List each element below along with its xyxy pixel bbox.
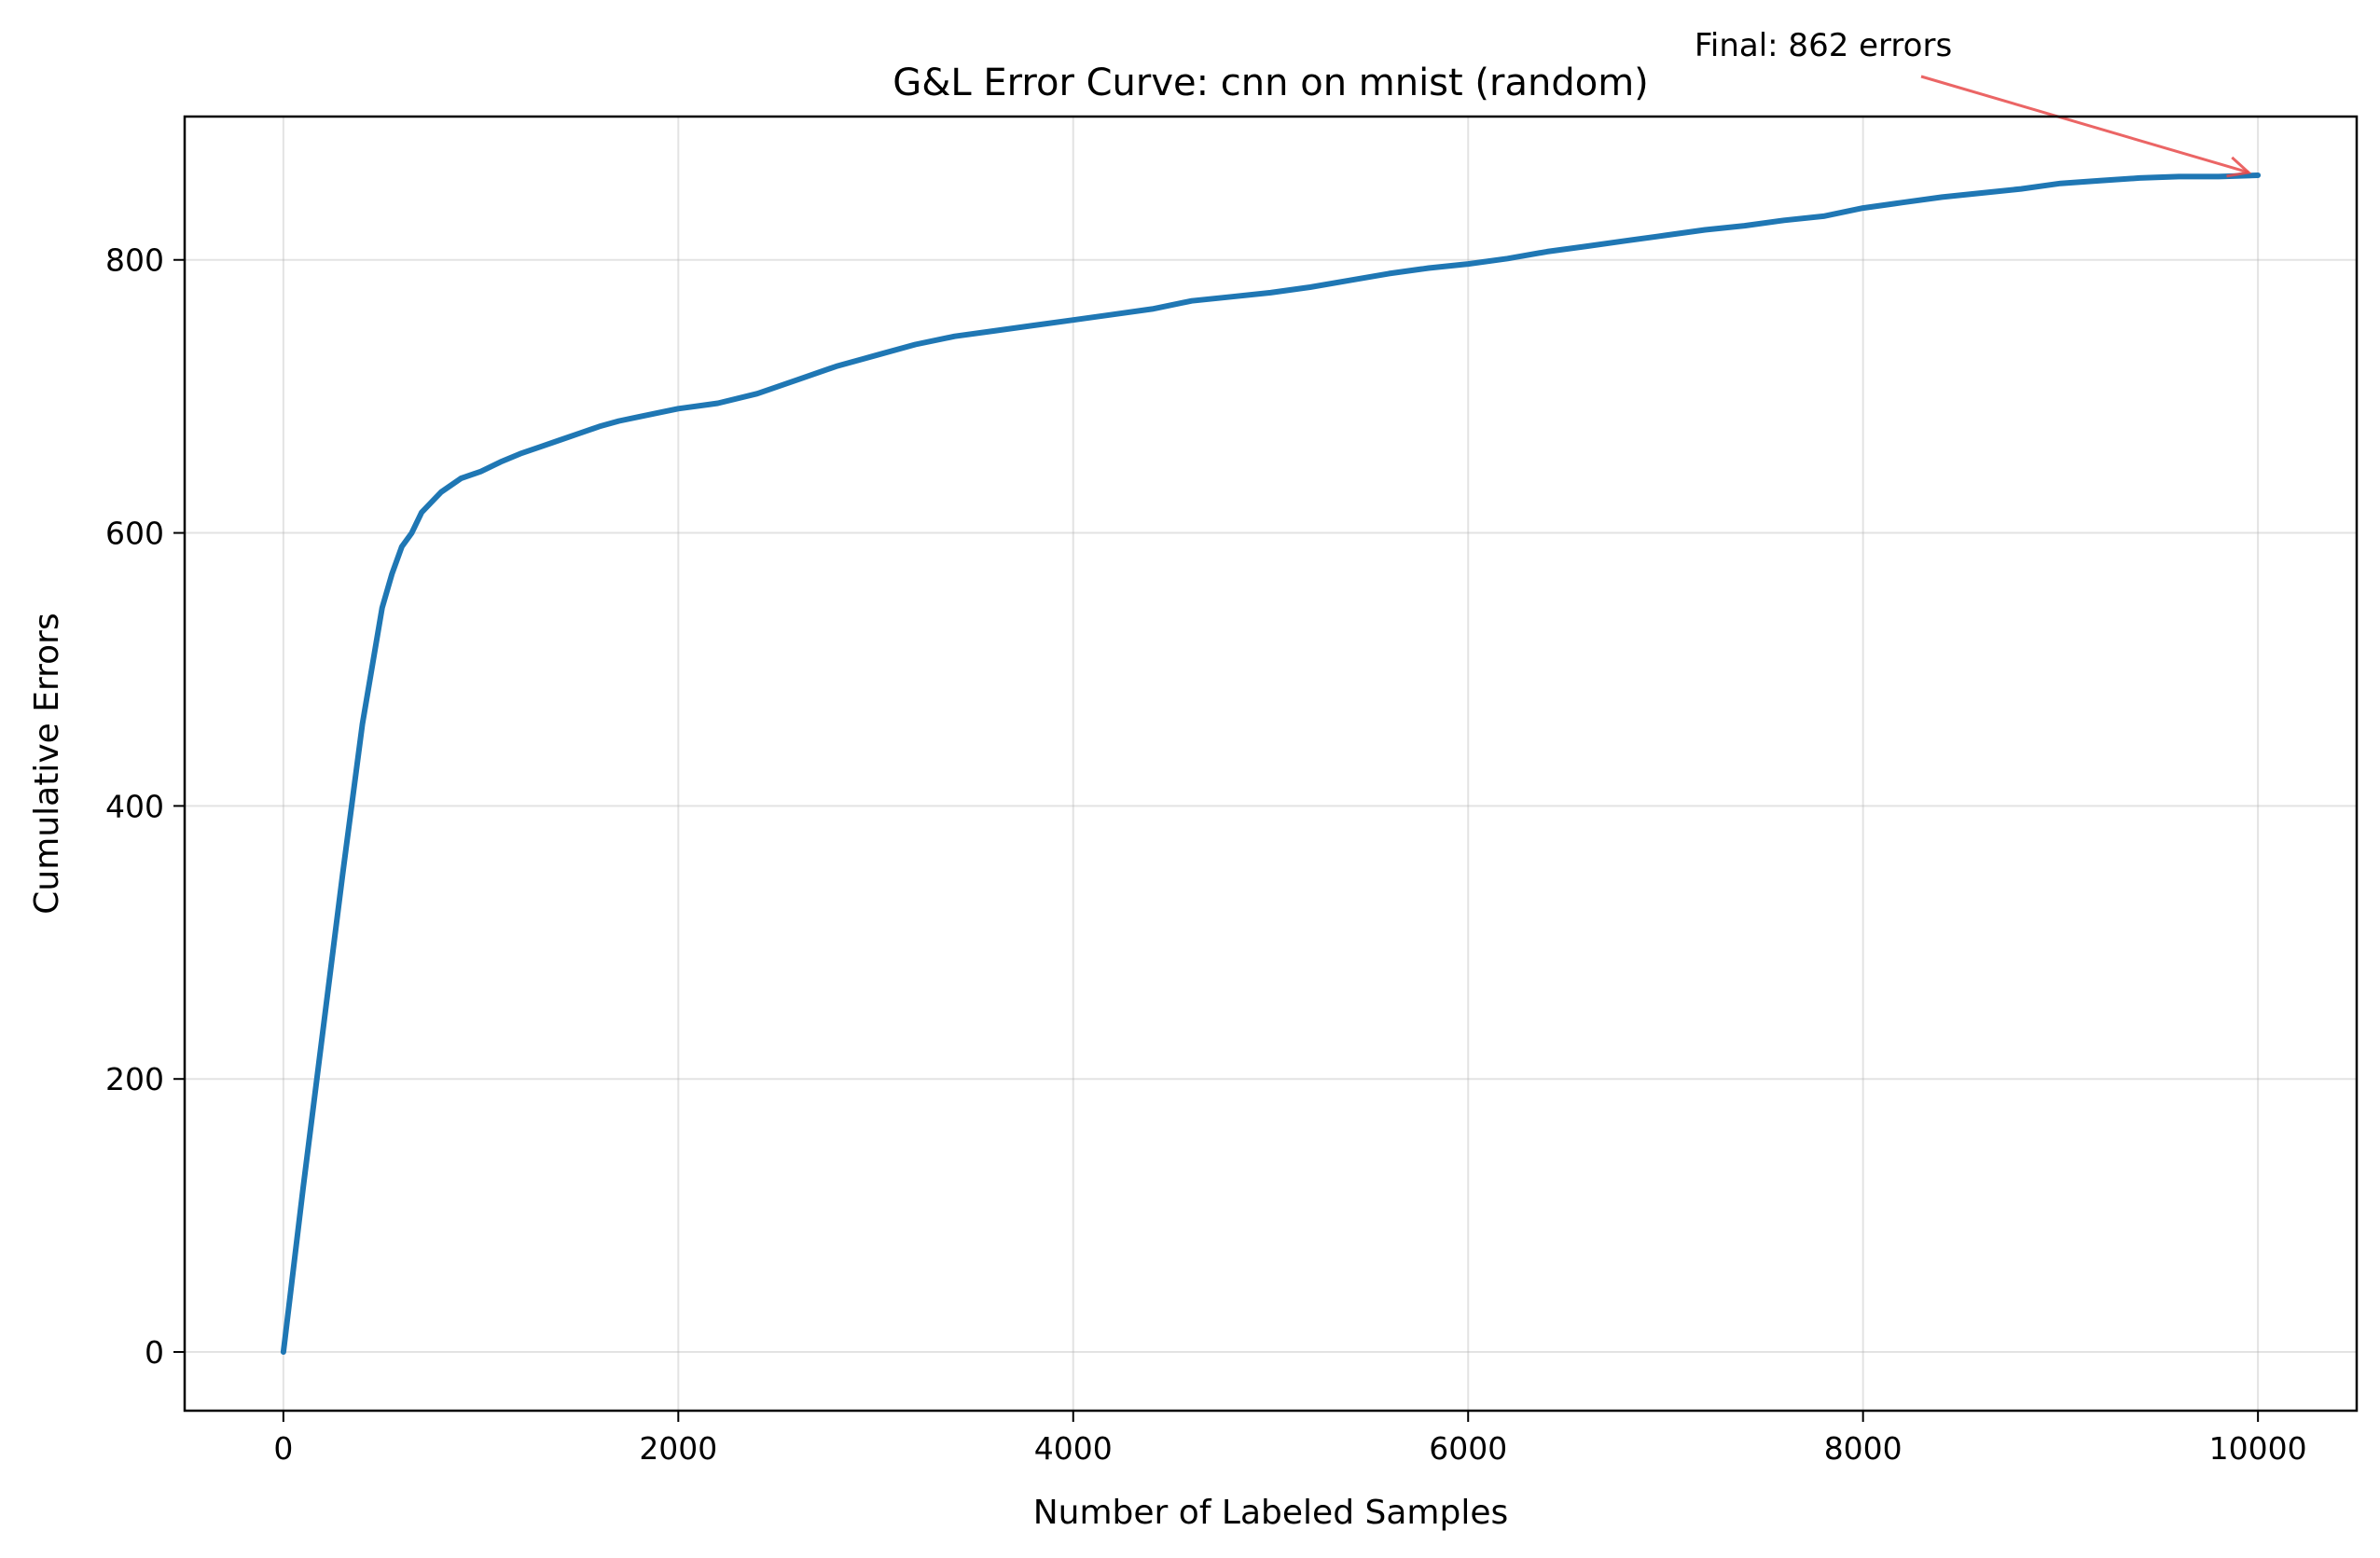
x-tick-label: 8000 <box>1824 1430 1903 1467</box>
y-axis-label: Cumulative Errors <box>28 613 66 914</box>
x-tick-label: 10000 <box>2209 1430 2307 1467</box>
x-tick-label: 2000 <box>639 1430 717 1467</box>
chart-title: G&L Error Curve: cnn on mnist (random) <box>892 62 1649 104</box>
annotation-label: Final: 862 errors <box>1695 27 1952 64</box>
grid <box>185 117 2357 1411</box>
y-tick-label: 200 <box>105 1061 164 1097</box>
annotation-arrow <box>1920 75 2249 174</box>
x-tick-label: 6000 <box>1429 1430 1507 1467</box>
x-axis-label: Number of Labeled Samples <box>1033 1494 1509 1532</box>
series-line <box>280 172 2262 1355</box>
y-tick-label: 600 <box>105 516 164 552</box>
annotation-arrowhead <box>2226 156 2252 178</box>
y-tick-label: 800 <box>105 242 164 279</box>
line-layer <box>280 172 2262 1355</box>
annotation: Final: 862 errors <box>1695 27 2252 178</box>
axis-ticks: 0 2000 4000 6000 8000 10000 0 200 400 600 800 <box>105 242 2307 1467</box>
y-tick-label: 0 <box>145 1334 164 1371</box>
x-tick-label: 0 <box>273 1430 293 1467</box>
plot-frame <box>183 115 2359 1413</box>
x-tick-label: 4000 <box>1034 1430 1113 1467</box>
y-tick-label: 400 <box>105 788 164 824</box>
